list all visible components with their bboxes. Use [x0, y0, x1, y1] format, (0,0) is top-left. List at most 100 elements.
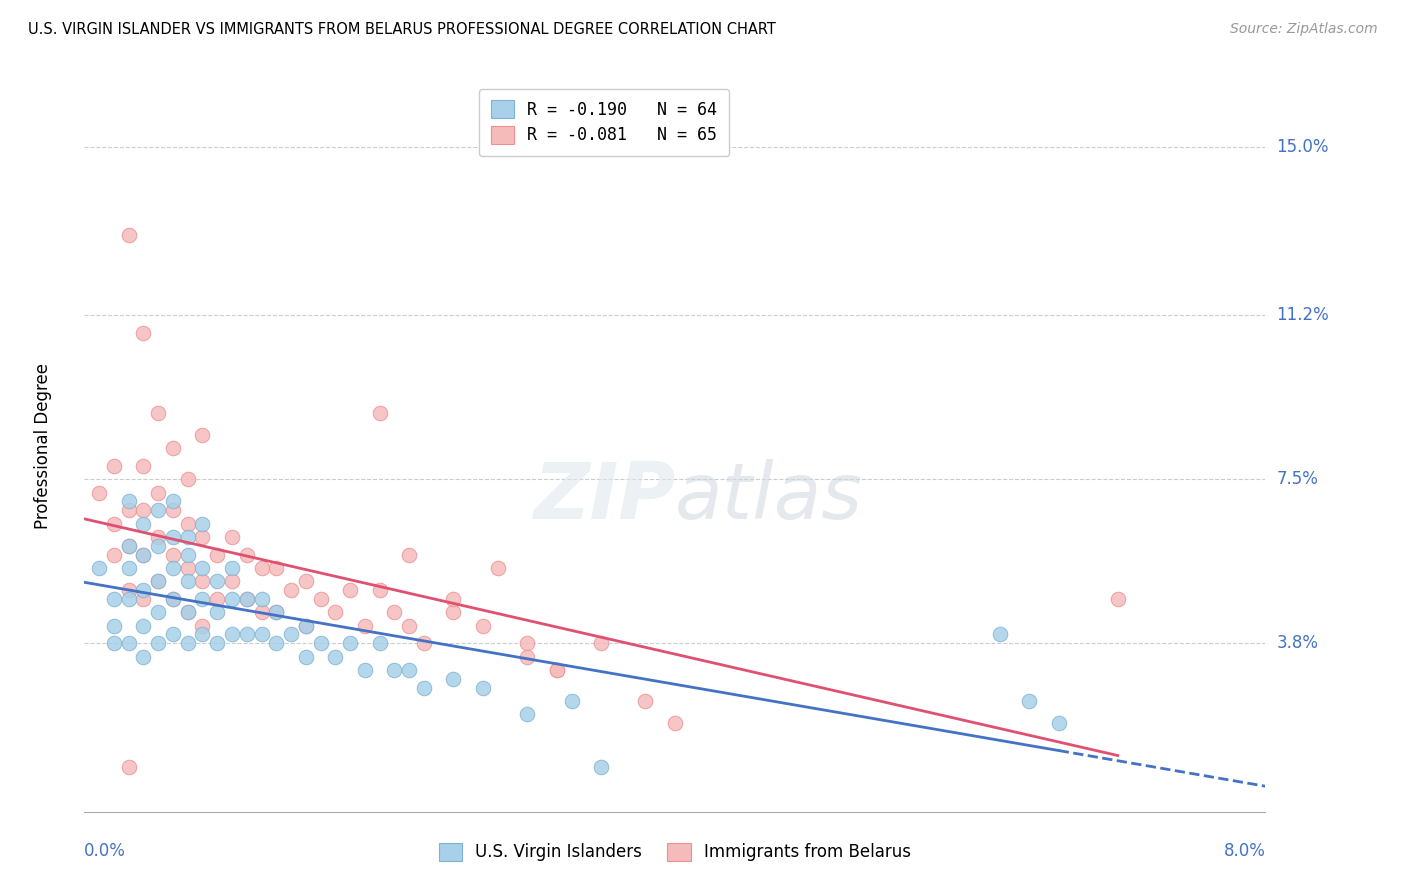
Point: [250, 591, 273, 606]
Point: [235, 548, 259, 562]
Point: [988, 627, 1011, 641]
Point: [398, 548, 420, 562]
Text: 0.0%: 0.0%: [84, 842, 127, 860]
Text: Professional Degree: Professional Degree: [34, 363, 52, 529]
Point: [177, 574, 200, 589]
Point: [413, 681, 436, 695]
Point: [191, 561, 214, 575]
Point: [205, 591, 228, 606]
Point: [560, 694, 583, 708]
Point: [148, 406, 170, 420]
Text: 7.5%: 7.5%: [1277, 470, 1319, 488]
Text: 15.0%: 15.0%: [1277, 137, 1329, 156]
Point: [118, 591, 141, 606]
Point: [162, 561, 184, 575]
Point: [132, 649, 155, 664]
Point: [118, 228, 141, 243]
Point: [264, 636, 288, 650]
Point: [664, 716, 686, 731]
Point: [250, 561, 273, 575]
Point: [118, 494, 141, 508]
Text: Source: ZipAtlas.com: Source: ZipAtlas.com: [1230, 22, 1378, 37]
Point: [132, 583, 155, 598]
Point: [148, 605, 170, 619]
Text: ZIP: ZIP: [533, 459, 675, 535]
Point: [118, 583, 141, 598]
Point: [264, 605, 288, 619]
Point: [148, 503, 170, 517]
Point: [205, 574, 228, 589]
Point: [280, 627, 302, 641]
Point: [87, 485, 111, 500]
Text: 11.2%: 11.2%: [1277, 306, 1329, 324]
Point: [191, 627, 214, 641]
Point: [148, 574, 170, 589]
Point: [132, 516, 155, 531]
Point: [250, 627, 273, 641]
Point: [162, 591, 184, 606]
Point: [162, 441, 184, 455]
Point: [472, 681, 495, 695]
Point: [148, 574, 170, 589]
Point: [148, 539, 170, 553]
Point: [162, 548, 184, 562]
Point: [368, 583, 391, 598]
Point: [413, 636, 436, 650]
Point: [148, 636, 170, 650]
Point: [368, 406, 391, 420]
Point: [546, 663, 568, 677]
Point: [162, 627, 184, 641]
Point: [103, 548, 125, 562]
Text: atlas: atlas: [675, 459, 863, 535]
Point: [103, 458, 125, 473]
Point: [368, 636, 391, 650]
Point: [132, 503, 155, 517]
Point: [205, 605, 228, 619]
Point: [103, 618, 125, 632]
Point: [339, 583, 361, 598]
Point: [235, 591, 259, 606]
Point: [472, 618, 495, 632]
Point: [1107, 591, 1129, 606]
Point: [221, 627, 243, 641]
Point: [205, 636, 228, 650]
Point: [280, 583, 302, 598]
Text: U.S. VIRGIN ISLANDER VS IMMIGRANTS FROM BELARUS PROFESSIONAL DEGREE CORRELATION : U.S. VIRGIN ISLANDER VS IMMIGRANTS FROM …: [28, 22, 776, 37]
Point: [235, 627, 259, 641]
Point: [295, 574, 318, 589]
Point: [177, 516, 200, 531]
Point: [132, 326, 155, 340]
Point: [398, 663, 420, 677]
Point: [295, 618, 318, 632]
Point: [177, 561, 200, 575]
Point: [177, 530, 200, 544]
Point: [191, 530, 214, 544]
Point: [354, 663, 377, 677]
Point: [634, 694, 657, 708]
Point: [118, 503, 141, 517]
Point: [177, 605, 200, 619]
Text: 8.0%: 8.0%: [1223, 842, 1265, 860]
Point: [516, 707, 538, 722]
Legend: U.S. Virgin Islanders, Immigrants from Belarus: U.S. Virgin Islanders, Immigrants from B…: [427, 830, 922, 873]
Point: [443, 672, 465, 686]
Point: [148, 530, 170, 544]
Point: [264, 605, 288, 619]
Point: [103, 516, 125, 531]
Point: [132, 591, 155, 606]
Point: [221, 591, 243, 606]
Point: [118, 636, 141, 650]
Point: [443, 591, 465, 606]
Point: [250, 605, 273, 619]
Point: [118, 561, 141, 575]
Point: [118, 539, 141, 553]
Point: [191, 428, 214, 442]
Point: [148, 485, 170, 500]
Point: [177, 605, 200, 619]
Point: [516, 636, 538, 650]
Point: [177, 472, 200, 486]
Point: [591, 636, 613, 650]
Point: [264, 561, 288, 575]
Point: [354, 618, 377, 632]
Point: [221, 561, 243, 575]
